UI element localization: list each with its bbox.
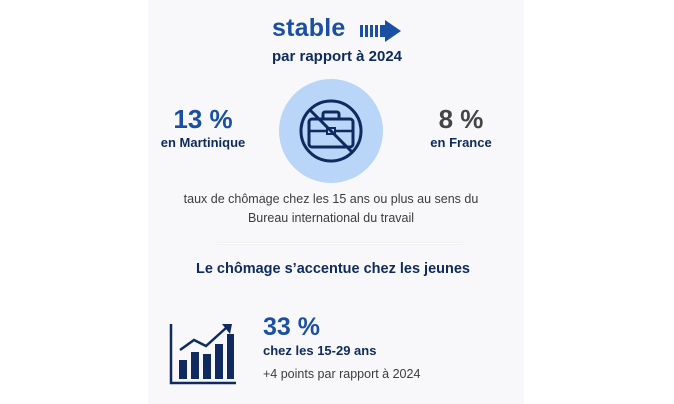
trend-subtitle: par rapport à 2024 <box>271 48 403 65</box>
martinique-label: en Martinique <box>160 135 246 150</box>
section-divider <box>218 243 462 244</box>
no-briefcase-icon <box>299 99 363 163</box>
youth-change: +4 points par rapport à 2024 <box>263 367 421 381</box>
infographic-card <box>148 0 524 404</box>
arrow-right-icon <box>360 20 401 42</box>
section-title: Le chômage s’accentue chez les jeunes <box>195 261 470 277</box>
martinique-rate: 13 % <box>173 104 233 134</box>
definition-text: taux de chômage chez les 15 ans ou plus … <box>183 192 479 225</box>
trend-title: stable <box>272 14 346 42</box>
youth-rate: 33 % <box>263 313 320 341</box>
youth-label: chez les 15-29 ans <box>263 343 377 358</box>
france-rate: 8 % <box>438 104 484 134</box>
rising-bar-chart-icon <box>169 324 236 385</box>
france-label: en France <box>430 135 492 150</box>
